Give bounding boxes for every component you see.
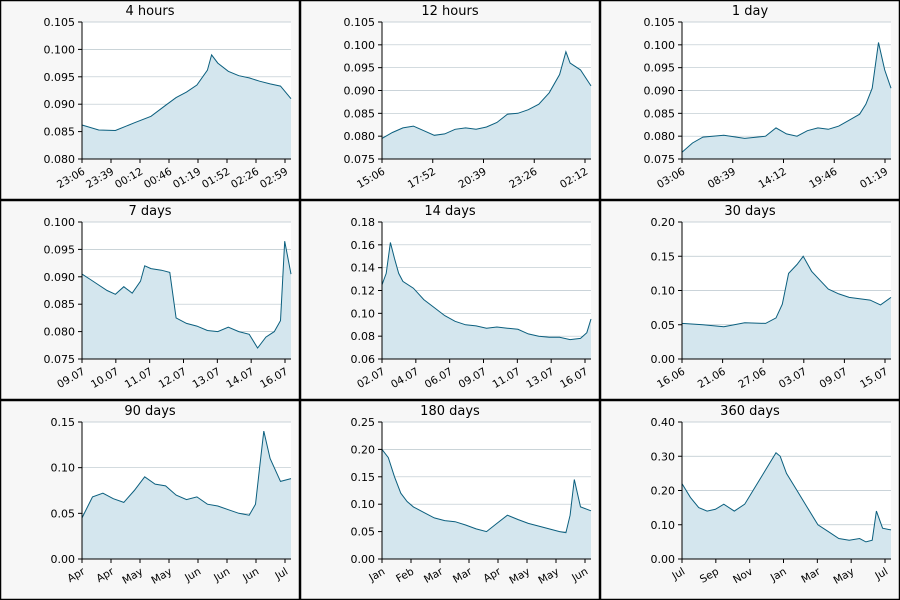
y-tick-label: 0.10: [351, 498, 376, 511]
series-line: [381, 50, 592, 139]
y-tick-label: 0.14: [351, 262, 376, 275]
series-line: [81, 430, 292, 519]
y-tick-label: 0.095: [344, 62, 376, 75]
y-tick-label: 0.20: [651, 485, 676, 498]
chart-panel: 1 day 0.075 0.080 0.085 0.090 0.095 0.100 0.105…: [599, 0, 900, 201]
y-tick-label: 0.085: [44, 126, 76, 139]
y-tick-label: 0.00: [51, 553, 76, 566]
chart-panel: 12 hours 0.075 0.080 0.085 0.090 0.095 0.100 0.…: [299, 0, 601, 201]
y-tick-label: 0.100: [44, 216, 76, 229]
chart-title: 90 days: [124, 404, 176, 419]
chart-title: 1 day: [732, 4, 769, 19]
chart-title: 7 days: [128, 204, 171, 219]
y-tick-label: 0.08: [351, 330, 376, 343]
y-tick-label: 0.25: [351, 416, 376, 429]
y-tick-label: 0.085: [344, 107, 376, 120]
y-tick-label: 0.095: [644, 62, 676, 75]
y-tick-label: 0.20: [351, 443, 376, 456]
y-tick-label: 0.15: [651, 250, 676, 263]
series-line: [381, 242, 592, 341]
y-tick-label: 0.105: [644, 16, 676, 29]
chart-title: 180 days: [420, 404, 480, 419]
series-area: [82, 241, 291, 359]
y-tick-label: 0.10: [651, 519, 676, 532]
y-tick-label: 0.05: [351, 526, 376, 539]
y-tick-label: 0.105: [344, 16, 376, 29]
series-line: [681, 255, 892, 328]
y-tick-label: 0.05: [51, 507, 76, 520]
y-tick-label: 0.090: [344, 85, 376, 98]
y-tick-label: 0.080: [44, 326, 76, 339]
y-tick-label: 0.080: [644, 130, 676, 143]
y-tick-label: 0.06: [351, 353, 376, 366]
y-tick-label: 0.15: [351, 471, 376, 484]
y-tick-label: 0.10: [351, 307, 376, 320]
y-tick-label: 0.20: [651, 216, 676, 229]
y-tick-label: 0.075: [44, 353, 76, 366]
y-tick-label: 0.095: [44, 243, 76, 256]
y-tick-label: 0.00: [351, 553, 376, 566]
series-line: [81, 241, 292, 349]
y-tick-label: 0.10: [651, 285, 676, 298]
series-area: [382, 449, 591, 559]
chart-panel: 7 days0.0750.0800.0850.0900.0950.10009.0…: [0, 199, 301, 401]
chart-title: 4 hours: [126, 4, 175, 19]
y-tick-label: 0.100: [644, 39, 676, 52]
y-tick-label: 0.105: [44, 16, 76, 29]
series-area: [682, 256, 891, 359]
y-tick-label: 0.075: [344, 153, 376, 166]
chart-title: 30 days: [724, 204, 776, 219]
chart-panel: 4 hours0.0800.0850.0900.0950.1000.10523:…: [0, 0, 301, 201]
y-tick-label: 0.100: [44, 43, 76, 56]
y-tick-label: 0.095: [44, 71, 76, 84]
y-tick-label: 0.090: [44, 98, 76, 111]
series-area: [82, 431, 291, 559]
chart-title: 360 days: [720, 404, 780, 419]
y-tick-label: 0.075: [644, 153, 676, 166]
y-tick-label: 0.00: [651, 553, 676, 566]
series-line: [681, 42, 892, 153]
series-area: [382, 242, 591, 359]
y-tick-label: 0.12: [351, 285, 376, 298]
y-tick-label: 0.40: [651, 416, 676, 429]
y-tick-label: 0.18: [351, 216, 376, 229]
y-tick-label: 0.15: [51, 416, 76, 429]
y-tick-label: 0.090: [644, 85, 676, 98]
chart-title: 14 days: [424, 204, 476, 219]
x-tick-label: Jul: [872, 566, 890, 583]
chart-title: 12 hours: [421, 4, 478, 19]
series-area: [382, 51, 591, 160]
y-tick-label: 0.100: [344, 39, 376, 52]
y-tick-label: 0.05: [651, 319, 676, 332]
series-line: [681, 452, 892, 543]
chart-panel: 14 days0.060.080.100.120.140.160.1802.07…: [299, 199, 601, 401]
series-area: [682, 452, 891, 559]
y-tick-label: 0.16: [351, 239, 376, 252]
y-tick-label: 0.080: [44, 153, 76, 166]
x-tick-label: Jul: [272, 566, 290, 583]
x-tick-label: Jul: [669, 566, 687, 583]
y-tick-label: 0.090: [44, 271, 76, 284]
series-line: [81, 53, 292, 132]
series-area: [82, 54, 291, 159]
y-tick-label: 0.30: [651, 450, 676, 463]
y-tick-label: 0.10: [51, 462, 76, 475]
y-tick-label: 0.00: [651, 353, 676, 366]
y-tick-label: 0.080: [344, 130, 376, 143]
y-tick-label: 0.085: [44, 298, 76, 311]
y-tick-label: 0.085: [644, 107, 676, 120]
series-area: [682, 42, 891, 159]
series-line: [381, 449, 592, 534]
